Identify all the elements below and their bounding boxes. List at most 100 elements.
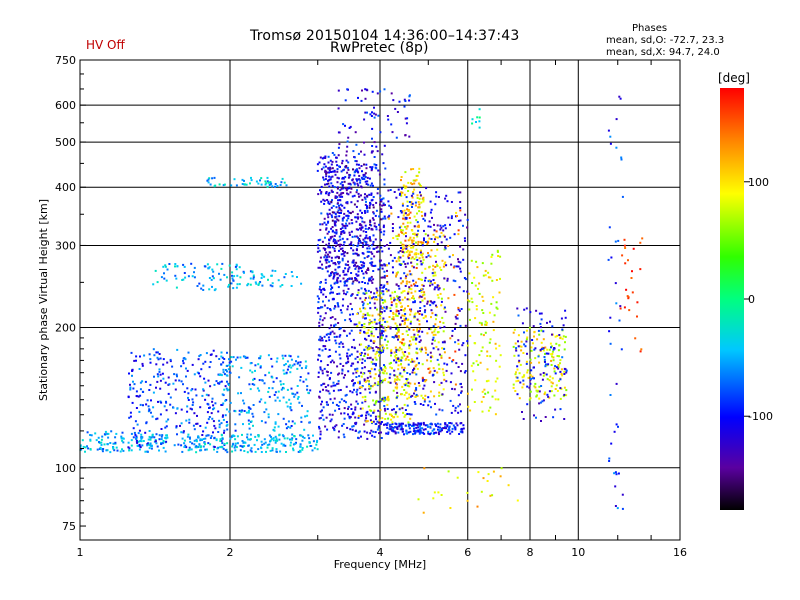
data-point [397,188,400,191]
data-point [431,283,434,286]
data-point [449,507,452,509]
data-point [442,234,445,237]
data-point [368,383,371,386]
data-point [333,242,336,245]
data-point [454,409,457,412]
data-point [534,382,537,385]
data-point [421,313,424,316]
data-point [342,216,345,219]
data-point [420,291,423,294]
data-point [250,420,253,423]
data-point [415,241,417,244]
data-point [204,448,207,451]
data-point [291,364,294,367]
data-point [293,363,296,366]
data-point [548,396,551,399]
data-point [367,314,370,317]
data-point [536,390,539,393]
data-point [320,168,323,171]
data-point [365,167,368,170]
data-point [366,243,369,246]
data-point [307,434,310,437]
data-point [420,249,422,252]
data-point [396,271,399,274]
data-point [377,336,379,339]
data-point [323,199,326,202]
data-point [222,414,224,417]
data-point [349,354,351,357]
data-point [401,351,404,354]
data-point [405,357,408,360]
data-point [392,311,395,314]
data-point [337,146,340,149]
data-point [374,264,377,267]
data-point [382,379,384,382]
data-point [265,408,268,411]
data-point [360,343,363,346]
data-point [173,373,176,376]
data-point [354,416,357,419]
data-point [431,301,434,304]
data-point [367,289,370,292]
data-point [395,314,398,317]
data-point [382,162,385,165]
data-point [384,365,386,368]
data-point [354,430,357,432]
data-point [403,415,406,418]
data-point [376,428,379,431]
data-point [403,290,406,292]
data-point [336,279,339,282]
data-point [359,310,362,313]
data-point [406,273,409,276]
data-point [325,261,328,264]
data-point [175,373,178,376]
data-point [560,373,563,375]
data-point [369,297,372,300]
data-point [152,406,155,409]
data-point [385,288,388,291]
data-point [182,278,185,281]
data-point [208,416,211,418]
data-point [337,436,340,439]
data-point [376,351,379,354]
data-point [554,365,557,368]
data-point [206,411,209,414]
data-point [366,379,369,382]
data-point [316,163,319,166]
data-point [374,431,377,434]
data-point [340,187,343,190]
data-point [223,429,226,432]
data-point [220,380,223,383]
data-point [235,268,238,271]
data-point [419,427,422,430]
data-point [556,334,559,337]
data-point [426,424,429,427]
data-point [623,306,626,309]
data-point [323,221,326,224]
data-point [343,273,346,276]
data-point [154,439,157,441]
data-point [193,271,195,274]
data-point [332,401,334,404]
data-point [399,250,402,252]
data-point [183,446,186,448]
data-point [283,372,286,375]
data-point [325,416,328,419]
data-point [481,295,484,298]
data-point [349,302,352,305]
data-point [304,366,307,369]
data-point [439,266,442,269]
data-point [413,182,416,185]
data-point [323,382,326,385]
data-point [491,395,494,398]
data-point [412,168,415,170]
data-point [519,381,522,384]
data-point [429,284,431,287]
data-point [512,345,515,348]
data-point [279,184,282,186]
data-point [223,183,226,186]
data-point [445,369,448,372]
data-point [408,344,411,347]
data-point [346,252,349,255]
data-point [329,308,332,310]
